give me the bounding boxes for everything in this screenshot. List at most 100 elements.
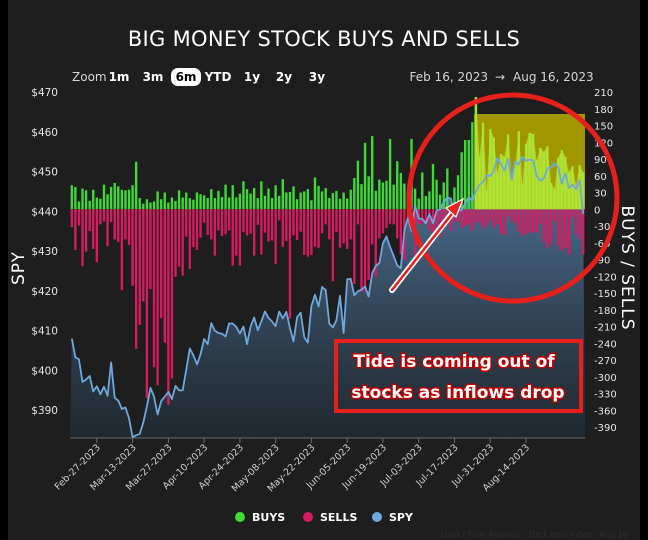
highlight-buy-bar [503, 156, 506, 210]
buy-bar [278, 195, 281, 210]
buy-bar [253, 188, 256, 210]
buy-bar [285, 192, 288, 210]
zoom-3m-button[interactable]: 3m [143, 70, 164, 84]
right-tick-label: -390 [594, 423, 617, 434]
sell-bar [145, 209, 149, 398]
sell-bar [542, 209, 546, 243]
right-axis-title: BUYS / SELLS [617, 205, 637, 330]
buy-bar [295, 199, 299, 210]
sell-bar [474, 209, 478, 223]
buy-bar [320, 191, 324, 210]
sell-bar [74, 209, 77, 251]
left-tick-label: $430 [31, 246, 58, 258]
right-tick-label: 60 [594, 172, 607, 183]
buy-bar [163, 192, 166, 210]
zoom-2y-button[interactable]: 2y [276, 70, 292, 84]
buy-bar [170, 197, 174, 210]
buy-bar [456, 175, 460, 210]
footer-text: Data / Flow Analysis · Dark pool index ·… [441, 530, 628, 539]
sell-bar [514, 209, 517, 224]
sell-bar [295, 209, 299, 240]
sell-bar [481, 209, 485, 229]
sell-bar [117, 209, 120, 243]
sell-bar [281, 209, 284, 247]
sell-bar [92, 209, 95, 249]
legend-item-buys[interactable]: BUYS [235, 511, 285, 524]
buy-bar [396, 161, 399, 210]
buy-bar [438, 194, 442, 210]
sell-bar [349, 209, 352, 240]
buy-bar [88, 200, 91, 210]
sell-bar [127, 209, 131, 245]
zoom-1m-button[interactable]: 1m [109, 70, 130, 84]
sell-bar [424, 209, 428, 222]
sell-bar [102, 209, 106, 222]
zoom-3y-button[interactable]: 3y [309, 70, 325, 84]
buy-bar [242, 181, 245, 210]
buy-bar [413, 188, 417, 210]
buy-bar [274, 185, 277, 210]
sell-bar [70, 209, 73, 228]
sell-bar [174, 209, 177, 277]
legend-item-spy[interactable]: SPY [372, 511, 414, 524]
zoom-ytd-button[interactable]: YTD [204, 70, 232, 84]
sell-bar [106, 209, 109, 247]
sell-bar [324, 209, 327, 225]
legend-marker-spy [372, 512, 382, 522]
buy-bar [317, 185, 320, 210]
legend-label-buys: BUYS [252, 511, 285, 524]
sell-bar [249, 209, 252, 234]
sell-bar [192, 209, 195, 248]
zoom-1y-button[interactable]: 1y [244, 70, 260, 84]
date-range-from[interactable]: Feb 16, 2023 [410, 70, 489, 84]
highlight-buy-bar [539, 147, 542, 210]
sell-bar [263, 209, 267, 233]
right-tick-label: -210 [594, 323, 617, 334]
sell-bar [274, 209, 277, 264]
sell-bar [381, 209, 385, 234]
buy-bar [199, 194, 202, 210]
zoom-6m-button[interactable]: 6m [176, 70, 197, 84]
buy-bar [149, 202, 152, 210]
buy-bar [331, 193, 335, 210]
sell-bar [406, 209, 410, 223]
sell-bar [557, 209, 560, 247]
buy-bar [464, 140, 467, 210]
sell-bar [578, 209, 581, 239]
sell-bar [120, 209, 124, 291]
sell-bar [521, 209, 524, 237]
highlight-buy-bar [542, 151, 546, 210]
buy-bar [84, 190, 88, 210]
sell-bar [220, 209, 224, 237]
buy-bar [299, 192, 302, 210]
sell-bar [553, 209, 556, 221]
buy-bar [235, 197, 238, 210]
sell-bar [378, 209, 381, 239]
right-tick-label: 90 [594, 155, 607, 166]
zoom-label: Zoom [72, 70, 107, 84]
buy-bar [245, 189, 249, 210]
buy-bar [374, 190, 377, 210]
highlight-buy-bar [535, 160, 538, 210]
left-axis-title: SPY [9, 251, 29, 285]
sell-bar [199, 209, 202, 238]
left-tick-label: $420 [31, 286, 58, 298]
buy-bar [74, 186, 77, 210]
highlight-buy-bar [553, 188, 556, 210]
buy-bar [152, 201, 156, 210]
legend-item-sells[interactable]: SELLS [303, 511, 357, 524]
highlight-buy-bar [567, 172, 571, 210]
sell-bar [517, 209, 521, 232]
sell-bar [363, 209, 367, 292]
sell-bar [99, 209, 102, 225]
sell-bar [206, 209, 209, 235]
sell-bar [95, 209, 98, 263]
buy-bar [127, 189, 131, 210]
sell-bar [149, 209, 152, 290]
buy-bar [471, 122, 474, 210]
sell-bar [478, 209, 481, 224]
date-range-to[interactable]: Aug 16, 2023 [513, 70, 594, 84]
sell-bar [396, 209, 399, 239]
sell-bar [582, 209, 585, 255]
